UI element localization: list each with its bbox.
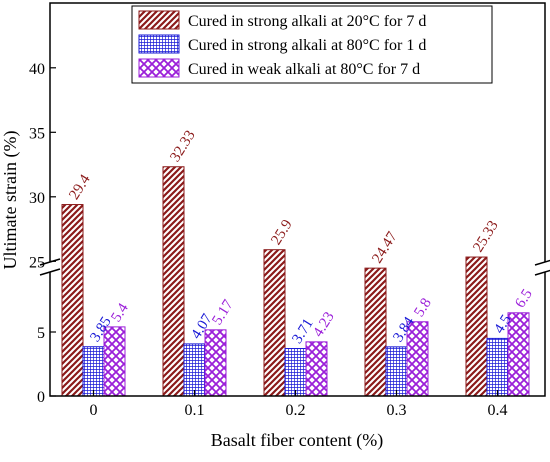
bar-series-1-0: [61, 204, 84, 397]
x-tick-label-0.2: 0.2: [286, 402, 306, 419]
data-label-series-3-0.4: 6.5: [512, 287, 536, 311]
data-label-series-1-0.2: 25.9: [268, 217, 295, 248]
bar-series-2-0.1: [183, 343, 206, 397]
y-tick-label-35: 35: [29, 125, 45, 142]
legend: Cured in strong alkali at 20°C for 7 d C…: [131, 5, 493, 84]
data-label-series-3-0.3: 5.8: [411, 296, 435, 320]
y-tick-label-25: 25: [29, 254, 45, 271]
x-tick-label-0.3: 0.3: [387, 402, 407, 419]
data-label-series-1-0.4: 25.33: [470, 218, 501, 255]
data-label-series-1-0: 29.4: [66, 171, 94, 202]
y-tick-label-30: 30: [29, 190, 45, 207]
svg-text:Cured in strong alkali at 20°C: Cured in strong alkali at 20°C for 7 d: [188, 13, 426, 30]
legend-item-series-1: Cured in strong alkali at 20°C for 7 d: [138, 10, 426, 30]
y-tick-label-0: 0: [37, 389, 45, 406]
x-axis-title: Basalt fiber content (%): [211, 430, 383, 451]
data-label-series-1-0.3: 24.47: [369, 229, 401, 267]
svg-text:Cured in weak alkali at 80°C f: Cured in weak alkali at 80°C for 7 d: [188, 61, 420, 78]
bar-series-2-0.3: [385, 346, 408, 397]
legend-item-series-2: Cured in strong alkali at 80°C for 1 d: [138, 34, 426, 54]
data-label-series-3-0.2: 4.23: [310, 309, 337, 340]
bar-series-1-0.3: [364, 267, 387, 397]
x-tick-label-0.4: 0.4: [488, 402, 508, 419]
bar-series-3-0: [103, 326, 126, 397]
x-tick-label-0.1: 0.1: [185, 402, 205, 419]
bar-series-2-0: [82, 346, 105, 397]
bar-series-3-0.1: [204, 329, 227, 397]
legend-item-series-3: Cured in weak alkali at 80°C for 7 d: [138, 58, 420, 78]
y-tick-label-40: 40: [29, 61, 45, 78]
x-tick-label-0: 0: [90, 402, 98, 419]
bars-layer: [61, 166, 530, 397]
y-tick-label-5: 5: [37, 325, 45, 342]
y-axis-title: Ultimate strain (%): [0, 131, 21, 270]
bar-series-2-0.2: [284, 348, 307, 397]
y-axis-break: [39, 258, 550, 276]
bar-series-1-0.2: [263, 249, 286, 397]
bar-series-1-0.4: [465, 256, 488, 397]
bar-series-2-0.4: [486, 337, 509, 397]
plot-frame: [49, 2, 546, 397]
bar-series-3-0.2: [305, 341, 328, 397]
bar-series-1-0.1: [162, 166, 185, 397]
axis-ticks-layer: 00.10.20.30.40.50525303540: [29, 61, 508, 419]
data-label-series-1-0.1: 32.33: [167, 128, 198, 165]
svg-text:Cured in strong alkali at 80°C: Cured in strong alkali at 80°C for 1 d: [188, 37, 426, 54]
